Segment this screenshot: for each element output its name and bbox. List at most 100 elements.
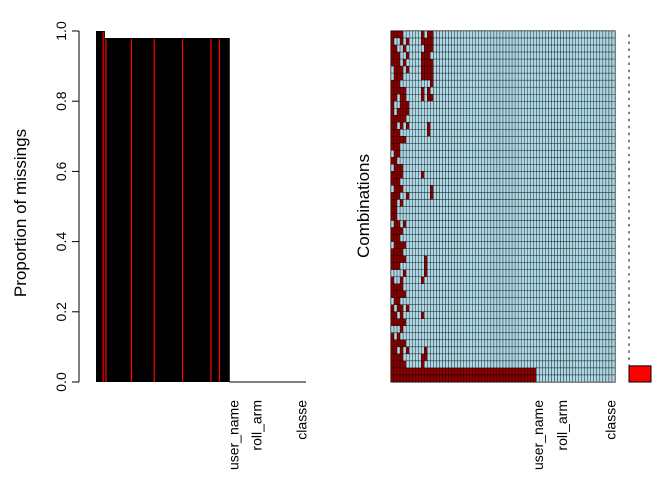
combination-cell: [572, 339, 576, 348]
combination-cell: [445, 51, 449, 60]
combination-cell: [399, 311, 404, 319]
combination-cell: [430, 44, 434, 53]
combination-cell: [572, 65, 576, 74]
combination-cell: [599, 136, 604, 144]
combination-cell: [439, 122, 443, 130]
combination-cell: [533, 248, 537, 256]
combination-cell: [445, 136, 449, 144]
combination-cell: [602, 262, 607, 270]
combination-cell: [566, 94, 570, 102]
combination-cell: [469, 241, 473, 249]
combination-cell: [593, 65, 598, 74]
combination-cell: [514, 353, 519, 362]
combination-cell: [408, 353, 413, 362]
combination-cell: [520, 65, 525, 74]
combination-cell: [502, 206, 507, 214]
combination-cell: [436, 276, 440, 284]
combination-cell: [593, 199, 598, 207]
combination-cell: [393, 143, 398, 151]
combination-cell: [536, 220, 540, 228]
combination-cell: [408, 325, 413, 334]
combination-cell: [569, 30, 573, 39]
combination-cell: [581, 115, 585, 123]
combination-cell: [524, 115, 528, 123]
combination-cell: [472, 220, 476, 228]
combination-cell: [590, 199, 594, 207]
combination-cell: [499, 311, 504, 319]
combination-cell: [502, 44, 507, 53]
combination-cell: [551, 325, 555, 334]
combination-cell: [539, 157, 543, 165]
combination-cell: [602, 206, 607, 214]
combination-cell: [399, 318, 404, 327]
combination-cell: [569, 234, 573, 242]
combination-cell: [405, 360, 410, 369]
combination-cell: [390, 136, 395, 144]
combination-cell: [478, 178, 482, 186]
combination-cell: [602, 318, 607, 327]
combination-cell: [469, 115, 473, 123]
combination-cell: [572, 346, 576, 355]
combination-cell: [487, 206, 492, 214]
combination-cell: [527, 255, 531, 263]
combination-cell: [487, 199, 492, 207]
combination-cell: [412, 101, 416, 109]
combination-cell: [557, 206, 561, 214]
combination-cell: [533, 51, 537, 60]
combination-cell: [427, 115, 431, 123]
combination-cell: [566, 164, 570, 172]
combination-cell: [599, 346, 604, 355]
missing-proportion-bar: [96, 31, 100, 382]
combination-cell: [390, 178, 395, 186]
combination-cell: [584, 108, 588, 116]
combination-cell: [545, 199, 549, 207]
combination-cell: [527, 157, 531, 165]
combination-cell: [599, 269, 604, 277]
combination-cell: [445, 171, 449, 179]
combination-cell: [475, 367, 479, 376]
combination-cell: [439, 79, 443, 88]
combination-cell: [442, 262, 446, 270]
combination-cell: [539, 65, 543, 74]
combination-cell: [605, 51, 610, 60]
combination-cell: [527, 367, 531, 376]
combination-cell: [421, 192, 425, 200]
combination-cell: [527, 171, 531, 179]
combination-cell: [472, 122, 476, 130]
combination-cell: [418, 115, 422, 123]
combination-cell: [396, 283, 401, 291]
combination-cell: [451, 325, 455, 334]
combination-cell: [472, 276, 476, 284]
combination-cell: [466, 37, 470, 46]
combination-cell: [499, 269, 504, 277]
combination-cell: [493, 199, 498, 207]
combination-cell: [593, 185, 598, 193]
combination-cell: [421, 178, 425, 186]
combination-cell: [517, 30, 522, 39]
combination-cell: [511, 255, 516, 263]
combination-cell: [520, 129, 525, 137]
combination-cell: [457, 339, 461, 348]
combination-cell: [466, 115, 470, 123]
combination-cell: [557, 136, 561, 144]
combination-cell: [448, 234, 452, 242]
combination-cell: [587, 353, 591, 362]
combination-cell: [457, 101, 461, 109]
combination-cell: [548, 79, 552, 88]
combination-cell: [539, 115, 543, 123]
combination-cell: [514, 136, 519, 144]
combination-cell: [608, 192, 613, 200]
combination-cell: [430, 58, 434, 67]
combination-cell: [415, 171, 419, 179]
combination-cell: [396, 115, 401, 123]
combination-cell: [517, 178, 522, 186]
combination-cell: [611, 65, 616, 74]
combination-cell: [448, 192, 452, 200]
combination-cell: [390, 171, 395, 179]
combination-cell: [533, 150, 537, 158]
combination-cell: [572, 248, 576, 256]
combination-cell: [424, 318, 428, 327]
combination-cell: [557, 65, 561, 74]
right-x-tick-label: user_name: [530, 400, 546, 470]
combination-cell: [469, 185, 473, 193]
